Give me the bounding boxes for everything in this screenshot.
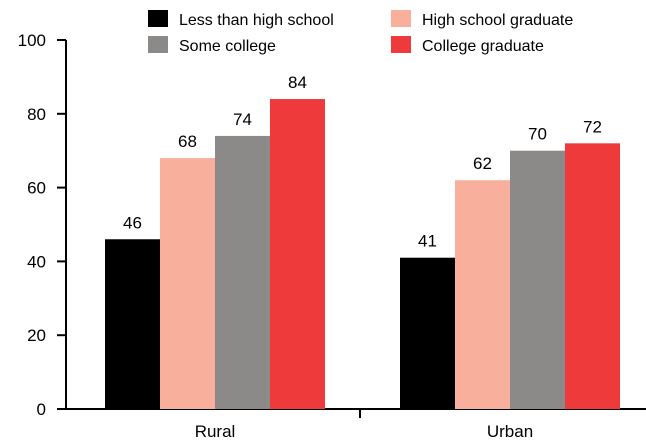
bar-rural-college-graduate	[270, 99, 325, 409]
y-tick-label: 0	[37, 400, 46, 419]
bar-rural-some-college	[215, 135, 270, 409]
bar-urban-less-than-high-school	[400, 257, 455, 409]
legend-label: Some college	[179, 38, 276, 55]
value-labels: 46 68 74 84 41 62 70 72	[123, 73, 602, 251]
y-tick-label: 20	[27, 326, 46, 345]
legend-item-college-graduate: College graduate	[391, 36, 544, 55]
bar-value-label: 62	[473, 154, 492, 173]
bar-value-label: 68	[178, 132, 197, 151]
x-axis: Rural Urban	[66, 408, 646, 441]
legend-label: High school graduate	[422, 12, 573, 29]
bar-value-label: 70	[528, 125, 547, 144]
bar-urban-high-school-graduate	[455, 180, 510, 409]
bar-value-label: 84	[288, 73, 307, 92]
y-axis: 0 20 40 60 80 100	[18, 31, 67, 419]
x-category-label: Rural	[195, 422, 236, 441]
legend-swatch	[148, 10, 168, 27]
bar-value-label: 46	[123, 213, 142, 232]
legend-swatch	[148, 36, 168, 53]
bar-rural-high-school-graduate	[160, 158, 215, 409]
bars	[105, 99, 620, 409]
legend-item-high-school-graduate: High school graduate	[391, 10, 573, 29]
bar-value-label: 41	[418, 232, 437, 251]
y-tick-label: 40	[27, 252, 46, 271]
bar-value-label: 74	[233, 110, 252, 129]
bar-urban-some-college	[510, 150, 565, 409]
x-category-label: Urban	[487, 422, 533, 441]
legend-label: Less than high school	[179, 12, 334, 29]
legend-swatch	[391, 10, 411, 27]
y-tick-label: 80	[27, 105, 46, 124]
legend-swatch	[391, 36, 411, 53]
legend-item-less-than-high-school: Less than high school	[148, 10, 334, 29]
bar-urban-college-graduate	[565, 143, 620, 409]
y-tick-label: 60	[27, 179, 46, 198]
legend-item-some-college: Some college	[148, 36, 276, 55]
bar-value-label: 72	[583, 117, 602, 136]
legend-label: College graduate	[422, 38, 544, 55]
bar-rural-less-than-high-school	[105, 239, 160, 409]
legend: Less than high school High school graduat…	[148, 10, 573, 55]
y-tick-label: 100	[18, 31, 46, 50]
